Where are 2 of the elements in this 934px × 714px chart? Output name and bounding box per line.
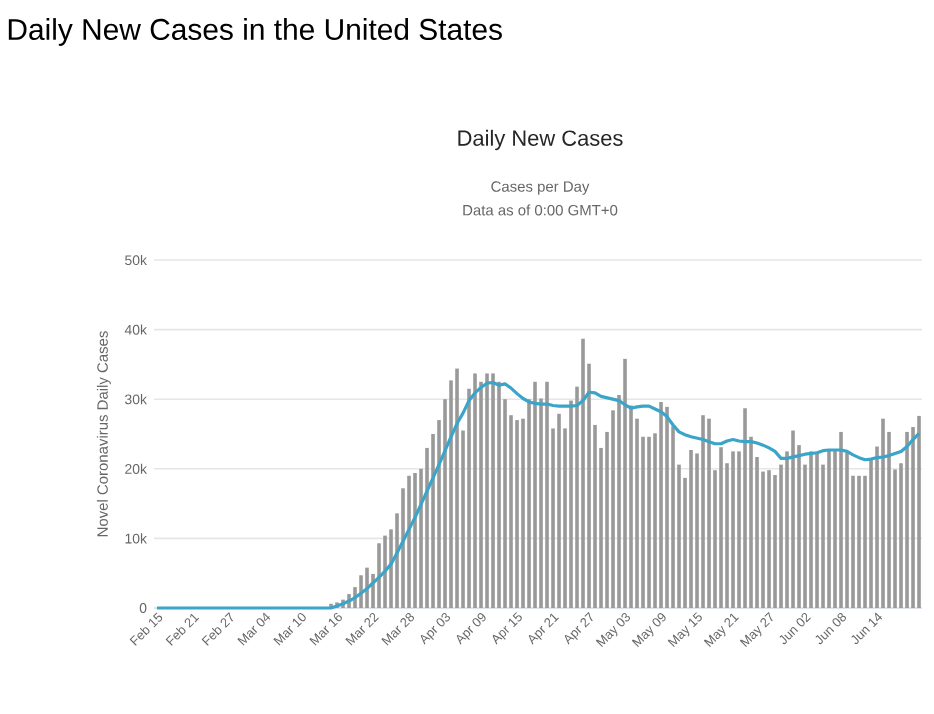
text: Daily New Cases in the United States	[8, 18, 502, 46]
chart-title: Daily New Cases	[458, 129, 623, 151]
